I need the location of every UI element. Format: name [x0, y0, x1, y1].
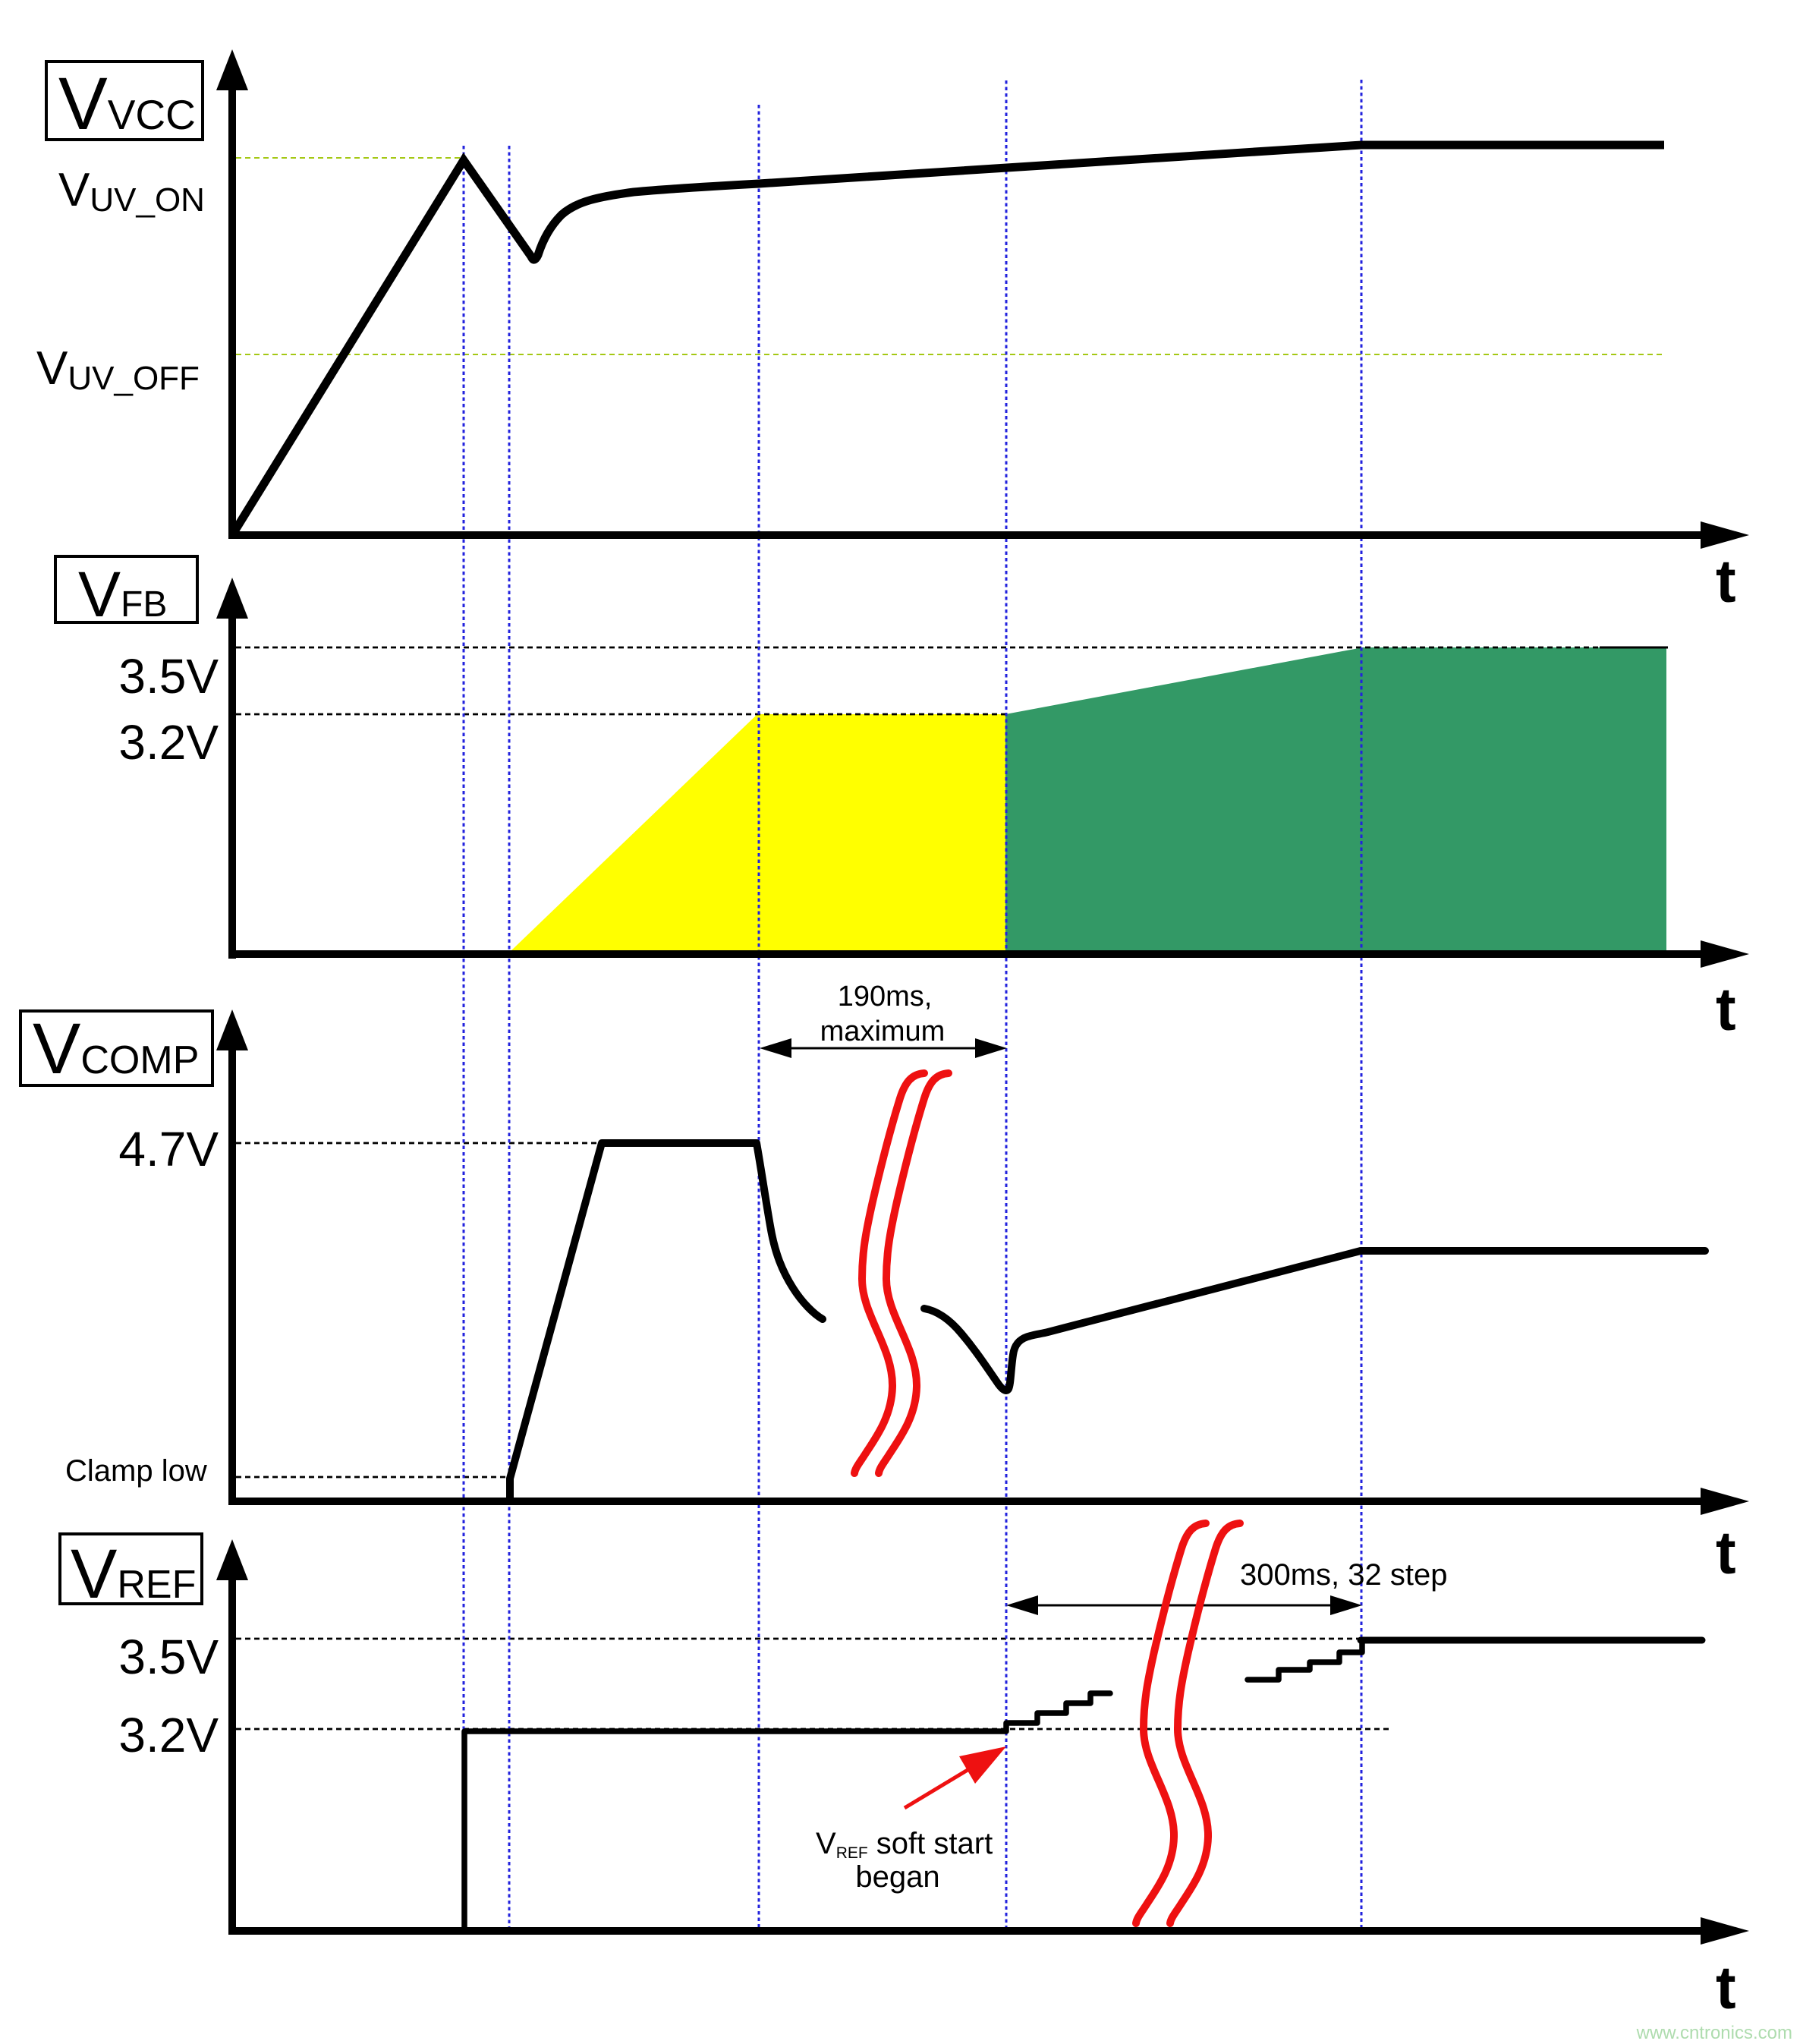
svg-text:Clamp low: Clamp low: [65, 1454, 207, 1488]
svg-text:t: t: [1716, 975, 1736, 1043]
svg-text:4.7V: 4.7V: [118, 1122, 219, 1176]
svg-text:3.2V: 3.2V: [118, 1708, 219, 1762]
svg-text:300ms, 32 step: 300ms, 32 step: [1240, 1558, 1448, 1592]
svg-text:t: t: [1716, 547, 1736, 615]
svg-text:3.5V: 3.5V: [118, 649, 219, 704]
svg-text:t: t: [1716, 1954, 1736, 2021]
svg-text:190ms,: 190ms,: [838, 981, 933, 1013]
svg-text:www.cntronics.com: www.cntronics.com: [1636, 2023, 1792, 2043]
svg-text:3.2V: 3.2V: [118, 715, 219, 770]
svg-text:began: began: [855, 1860, 939, 1894]
svg-text:maximum: maximum: [820, 1016, 946, 1047]
svg-text:t: t: [1716, 1519, 1736, 1586]
svg-text:VVCC: VVCC: [58, 62, 196, 145]
svg-text:3.5V: 3.5V: [118, 1630, 219, 1684]
